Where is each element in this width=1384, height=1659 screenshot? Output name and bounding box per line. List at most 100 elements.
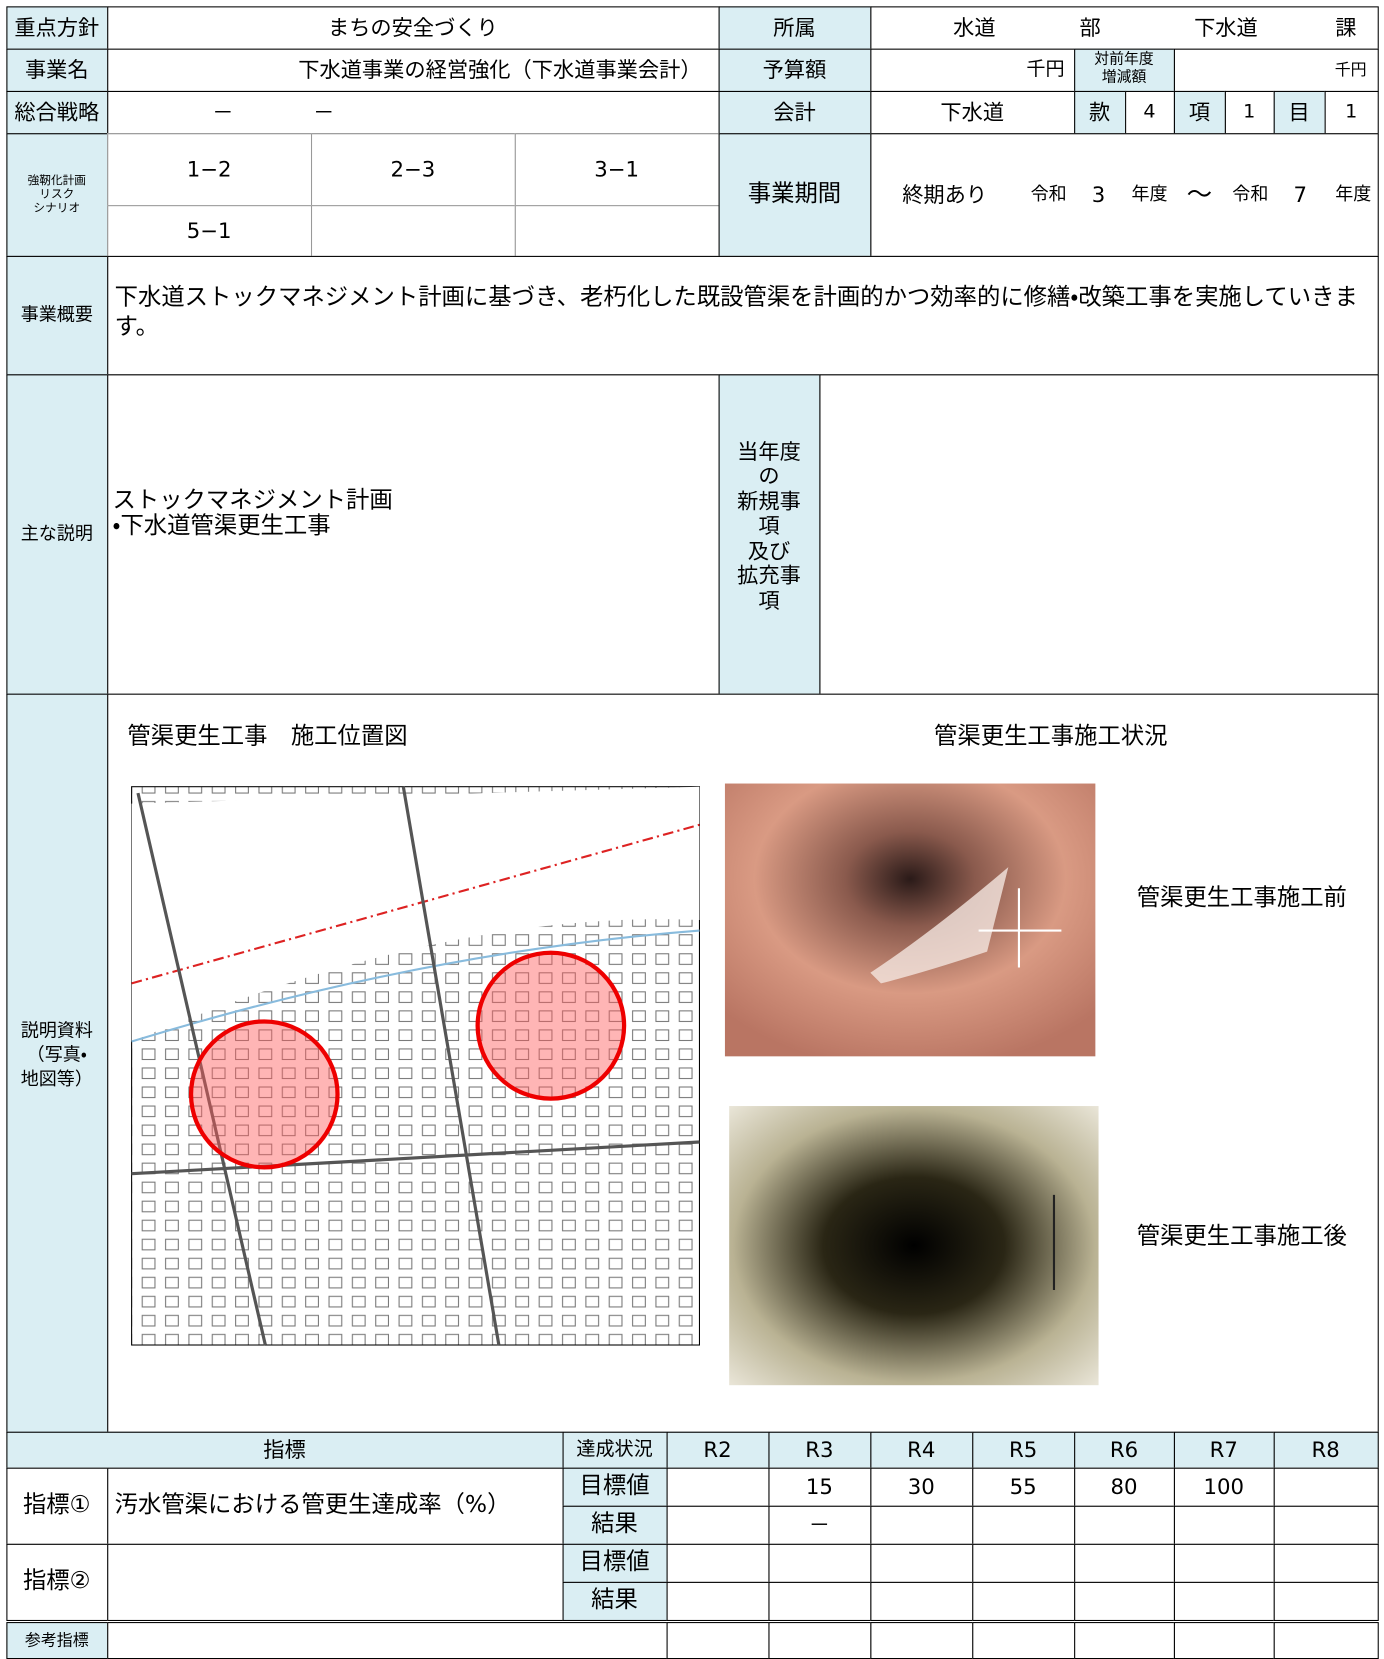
label: 項 [758, 513, 780, 539]
map [131, 786, 700, 1346]
target-value: 15 [805, 1474, 833, 1500]
label: 項 [758, 587, 780, 614]
cell [1074, 1543, 1175, 1583]
label: 所属 [773, 14, 816, 41]
text: 5−1 [186, 217, 232, 244]
text: 3 [1091, 181, 1106, 208]
cell [107, 374, 720, 695]
label: 増減額 [1101, 68, 1147, 86]
label: 予算額 [762, 57, 827, 83]
cell [1173, 1622, 1275, 1659]
text: 令和 [1030, 183, 1067, 205]
cell [972, 1581, 1076, 1621]
cell [6, 1467, 109, 1545]
cell [107, 1622, 668, 1659]
label: 指標② [22, 1568, 91, 1595]
cell [1273, 90, 1326, 135]
label: 主な説明 [20, 523, 93, 545]
text: 2−3 [390, 156, 436, 182]
cell [1273, 1505, 1379, 1545]
cell [107, 1467, 564, 1545]
text: 1 [1243, 100, 1256, 123]
cell [562, 1581, 668, 1621]
label: 対前年度 [1094, 50, 1154, 68]
cell [972, 1543, 1076, 1583]
cell [107, 255, 1379, 376]
cell [768, 1505, 872, 1545]
cell [1273, 1543, 1379, 1583]
cell [1074, 1431, 1175, 1469]
cell [107, 1543, 564, 1621]
cell [514, 205, 720, 257]
label: 当年度 [737, 438, 801, 464]
cell [6, 374, 109, 695]
label: 新規事 [737, 488, 801, 514]
cell [768, 1467, 872, 1507]
cell [870, 133, 1379, 257]
text: 結果 [591, 1510, 638, 1538]
text: 目標値 [579, 1472, 650, 1500]
label: 事業概要 [20, 304, 93, 326]
label: 事業名 [24, 57, 89, 83]
year: R6 [1109, 1437, 1139, 1463]
text: 款 [1088, 99, 1111, 125]
text: 年度 [1131, 183, 1168, 205]
text: 管渠更生工事施工後 [1136, 1223, 1347, 1250]
label: 参考指標 [24, 1630, 89, 1650]
text: 部 [1079, 14, 1101, 41]
text: 管渠更生工事施工前 [1136, 884, 1347, 912]
cell [1273, 1622, 1379, 1659]
text: 結果 [591, 1587, 638, 1614]
text: 目 [1288, 99, 1310, 125]
text: 目標値 [579, 1548, 650, 1576]
label: 拡充事 [737, 562, 801, 589]
label: 強靭化計画 [27, 173, 86, 188]
cell [1173, 48, 1379, 92]
target-value: 30 [907, 1474, 935, 1500]
result-value: － [808, 1512, 831, 1538]
text: 令和 [1232, 183, 1269, 205]
cell [666, 1467, 770, 1507]
label: シナリオ [33, 201, 81, 216]
text: 3−1 [594, 156, 640, 182]
text: 年度 [1335, 183, 1372, 205]
cell [666, 1622, 770, 1659]
label: 重点方針 [14, 14, 100, 41]
value: まちの安全づくり [327, 14, 498, 41]
text: 千円 [1334, 60, 1367, 80]
label: 会計 [773, 99, 816, 125]
cell [6, 48, 109, 92]
text: 水道 [953, 14, 996, 41]
year: R8 [1311, 1437, 1340, 1463]
year: R4 [907, 1437, 936, 1463]
text: 管渠更生工事 施工位置図 [127, 723, 408, 750]
text: 1−2 [186, 156, 232, 182]
cell [6, 133, 109, 257]
cell [1173, 1581, 1275, 1621]
target-value: 100 [1203, 1474, 1245, 1500]
cell [1273, 1467, 1379, 1507]
cell [870, 1622, 974, 1659]
cell [768, 1431, 872, 1469]
text: 汚水管渠における管更生達成率（%） [114, 1491, 511, 1519]
cell [666, 1543, 770, 1583]
cell [768, 1622, 872, 1659]
cell [666, 1505, 770, 1545]
cell [6, 6, 109, 50]
year: R2 [703, 1437, 732, 1463]
label: 及び [747, 537, 791, 564]
cell [1074, 1581, 1175, 1621]
cell [107, 205, 313, 257]
label: 事業期間 [747, 180, 842, 208]
text: 下水道 [1194, 14, 1258, 41]
cell [6, 1543, 109, 1621]
text: 〜 [1186, 179, 1213, 210]
cell [1273, 1581, 1379, 1621]
year: R3 [805, 1437, 834, 1463]
cell [1074, 1622, 1175, 1659]
text: 下水道ストックマネジメント計画に基づき、老朽化した既設管渠を計画的かつ効率的に修… [114, 284, 1358, 341]
label: 指標 [263, 1437, 306, 1463]
cell [718, 374, 821, 695]
